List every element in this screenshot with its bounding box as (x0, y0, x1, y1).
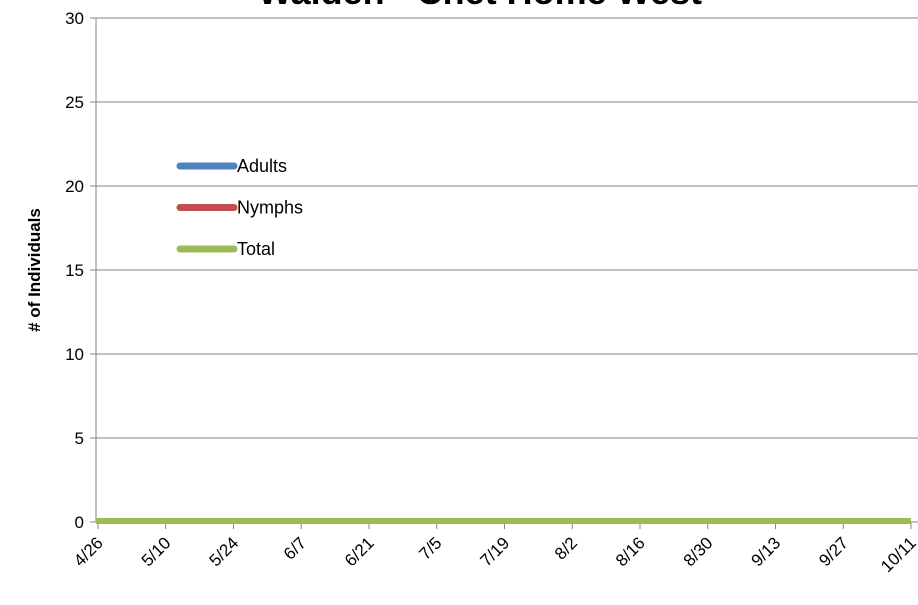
y-tick-label: 0 (75, 513, 84, 532)
x-tick-label: 6/21 (341, 533, 378, 570)
axes (90, 17, 918, 529)
y-tick-label: 25 (65, 93, 84, 112)
x-tick-label: 7/5 (415, 533, 445, 563)
x-tick-label: 5/24 (205, 533, 242, 570)
gridlines (96, 17, 918, 439)
x-tick-label: 7/19 (476, 533, 513, 570)
chart-title: Walden - Cnet Home West (258, 0, 702, 12)
y-tick-label: 20 (65, 177, 84, 196)
x-tick-label: 6/7 (280, 533, 310, 563)
y-axis-label: # of Individuals (25, 208, 44, 332)
x-tick-label: 4/26 (70, 533, 107, 570)
legend: Adults Nymphs Total (176, 156, 303, 259)
x-tick-label: 8/2 (551, 533, 581, 563)
y-tick-labels: 0 5 10 15 20 25 30 (65, 9, 84, 532)
x-tick-label: 8/16 (612, 533, 649, 570)
legend-label-total: Total (237, 239, 275, 259)
y-tick-label: 10 (65, 345, 84, 364)
y-tick-label: 30 (65, 9, 84, 28)
y-tick-label: 15 (65, 261, 84, 280)
x-tick-label: 5/10 (138, 533, 175, 570)
x-tick-label: 10/11 (877, 533, 918, 576)
legend-label-adults: Adults (237, 156, 287, 176)
x-tick-label: 9/13 (747, 533, 784, 570)
y-tick-label: 5 (75, 429, 84, 448)
x-tick-label: 8/30 (680, 533, 717, 570)
x-tick-label: 9/27 (815, 533, 852, 570)
x-tick-labels: 4/26 5/10 5/24 6/7 6/21 7/5 7/19 8/2 8/16 8/30 9/1… (70, 533, 918, 576)
legend-label-nymphs: Nymphs (237, 198, 303, 218)
